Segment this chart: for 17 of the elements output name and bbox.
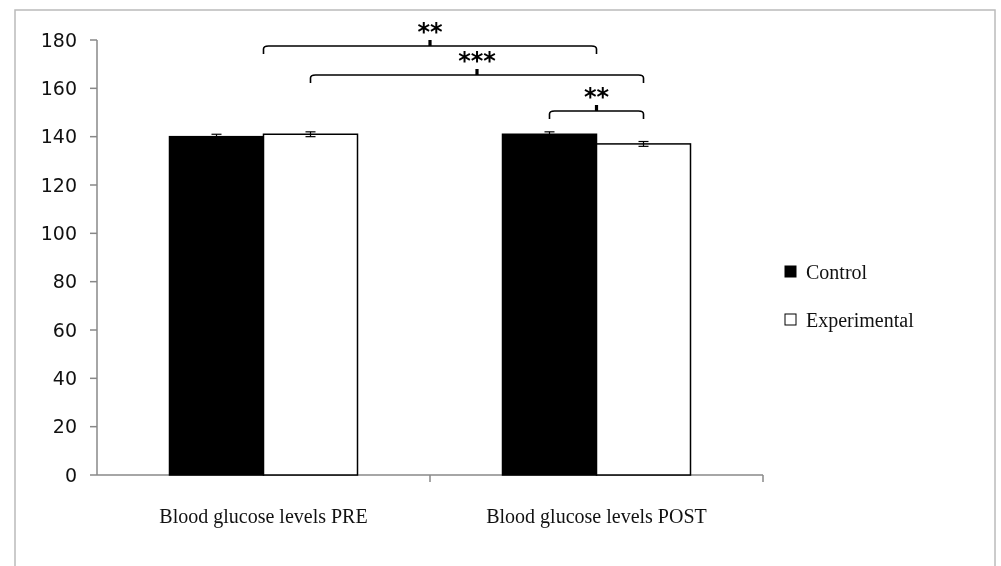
annotation: ** [417, 18, 443, 46]
annotation: ** [583, 83, 610, 111]
y-tick-label: 20 [52, 415, 77, 438]
annotation: *** [458, 47, 497, 75]
legend-label: Control [806, 261, 868, 283]
y-tick-label: 60 [52, 318, 77, 341]
x-tick-label: Blood glucose levels POST [486, 505, 707, 528]
y-tick-label: 120 [40, 173, 77, 196]
y-tick-label: 140 [40, 125, 77, 148]
x-tick-label: Blood glucose levels PRE [159, 505, 368, 528]
y-tick-label: 40 [52, 366, 77, 389]
y-tick-label: 0 [64, 463, 77, 486]
y-tick-label: 100 [40, 221, 77, 244]
legend-label: Experimental [806, 309, 915, 332]
y-tick-label: 180 [40, 28, 77, 51]
y-tick-label: 80 [52, 270, 77, 293]
y-tick-label: 160 [40, 76, 77, 99]
